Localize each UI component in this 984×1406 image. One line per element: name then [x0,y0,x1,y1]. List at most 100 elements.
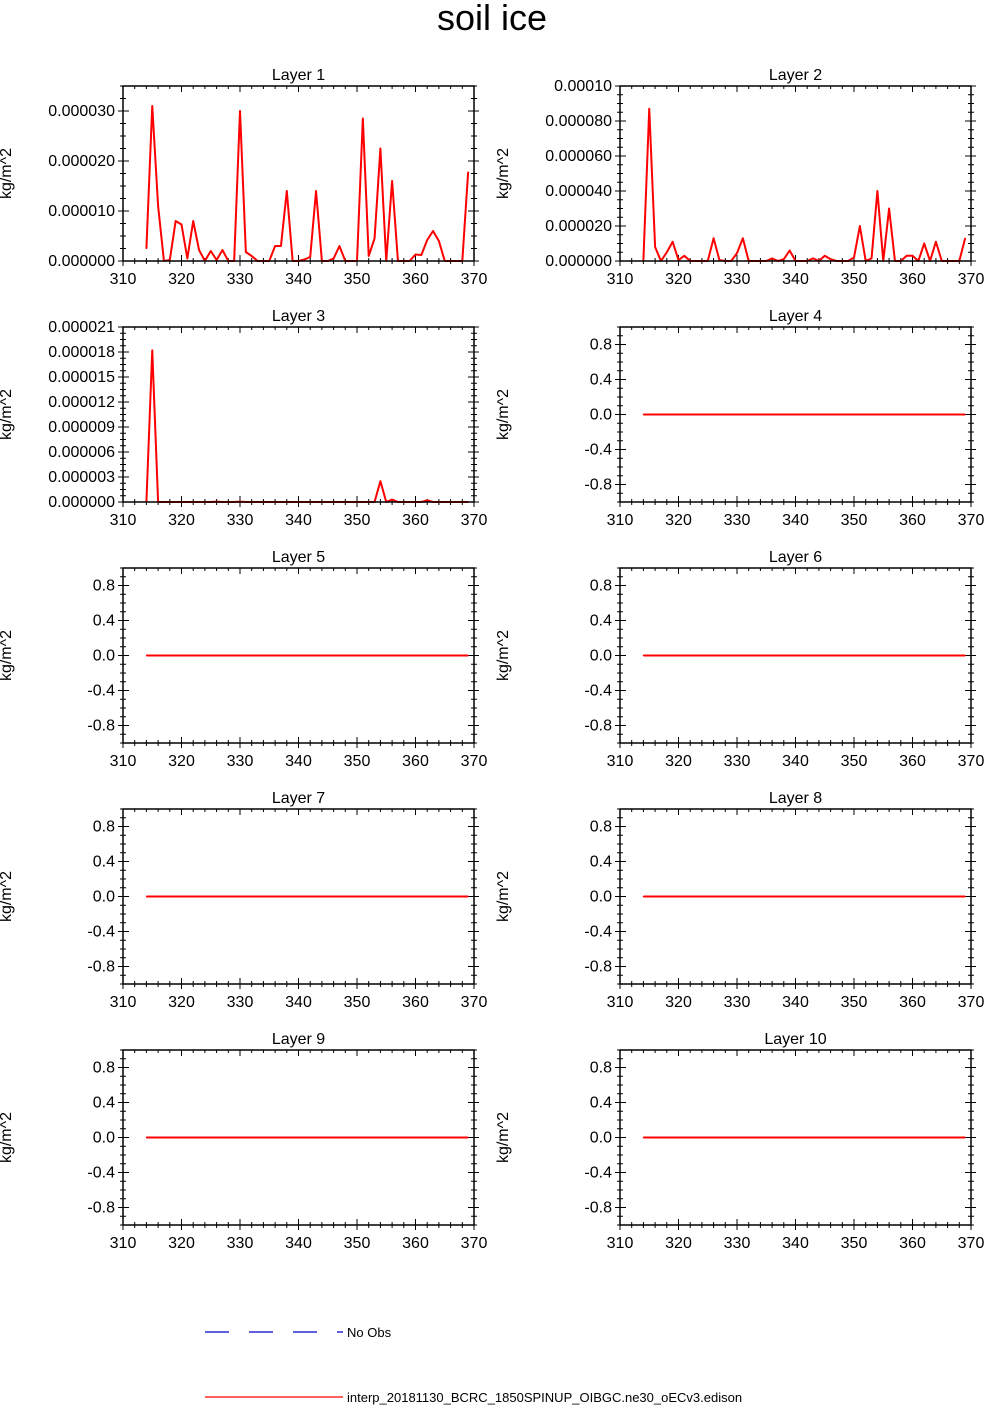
chart-panel-5: Layer 5 kg/m^2 310 320 330 340 350 360 370 -0.8 -0… [0,549,487,770]
y-axis-label: kg/m^2 [0,871,15,922]
y-tick-label: 0.8 [590,578,612,595]
data-point [251,255,253,257]
chart-title: Layer 4 [769,308,822,325]
data-point [642,413,645,416]
data-point [151,105,153,107]
chart-title: Layer 2 [769,67,822,84]
data-point [391,180,393,182]
data-point [876,190,879,192]
x-tick-label: 330 [227,994,254,1011]
chart-title: Layer 5 [272,549,325,566]
x-tick-label: 370 [461,512,488,529]
x-tick-label: 330 [724,753,751,770]
x-tick-label: 370 [461,994,488,1011]
data-point [145,654,147,657]
data-point [964,895,966,898]
data-point [286,190,288,192]
data-point [467,1136,469,1139]
x-tick-label: 320 [168,512,195,529]
x-tick-label: 320 [665,512,692,529]
plot-frame [122,567,475,744]
y-axis-label: kg/m^2 [495,389,512,440]
data-point [642,654,645,657]
chart-title: Layer 8 [769,790,822,807]
x-tick-label: 350 [841,271,868,288]
chart-panel-8: Layer 8 kg/m^2 310 320 330 340 350 360 370 -0.8 -0… [495,790,984,1011]
x-tick-label: 360 [402,753,429,770]
x-tick-label: 320 [168,271,195,288]
x-tick-label: 370 [958,512,984,529]
y-tick-label: 0.0 [590,889,612,906]
chart-title: Layer 3 [272,308,325,325]
data-point [198,249,200,251]
chart-panel-10: Layer 10 kg/m^2 310 320 330 340 350 360 370 -0.8 -… [495,1031,984,1252]
data-point [420,254,422,256]
y-tick-label: 0.000003 [48,469,115,486]
x-tick-label: 340 [782,753,809,770]
series-line-1 [145,105,470,262]
data-point [859,225,861,227]
x-tick-label: 350 [841,512,868,529]
x-tick-label: 330 [227,1235,254,1252]
chart-title: Layer 9 [272,1031,325,1048]
data-point [906,255,908,257]
y-tick-label: 0.4 [590,1095,612,1112]
x-tick-label: 310 [607,753,634,770]
y-tick-label: -0.8 [87,959,115,976]
y-axis-label: kg/m^2 [495,630,512,681]
x-tick-label: 360 [899,994,926,1011]
data-point [888,207,890,210]
y-axis-label: kg/m^2 [0,630,15,681]
x-tick-label: 320 [168,1235,195,1252]
data-point [303,258,305,261]
data-point [964,413,966,416]
data-point [467,171,469,173]
data-point [338,245,341,247]
x-tick-label: 310 [110,994,137,1011]
data-point [274,245,276,247]
y-tick-label: 0.8 [93,819,115,836]
x-tick-label: 350 [344,1235,371,1252]
data-point [672,241,674,243]
plot-frame [619,808,972,985]
x-tick-label: 370 [461,1235,488,1252]
data-point [853,256,855,259]
x-tick-label: 360 [899,1235,926,1252]
x-tick-label: 310 [110,512,137,529]
data-point [157,205,159,207]
x-tick-label: 350 [344,753,371,770]
y-tick-label: 0.8 [590,1060,612,1077]
data-point [742,237,744,239]
data-point [379,147,381,150]
data-point [683,255,685,257]
x-tick-label: 370 [461,753,488,770]
x-tick-label: 340 [782,271,809,288]
data-point [923,242,925,245]
plot-frame [619,1049,972,1226]
x-tick-label: 340 [285,994,312,1011]
x-tick-label: 340 [782,1235,809,1252]
x-tick-label: 330 [227,512,254,529]
data-point [145,1136,147,1139]
y-tick-label: 0.8 [93,578,115,595]
data-point [373,237,376,240]
data-point [467,654,469,657]
data-point [713,237,715,239]
y-tick-label: 0.0 [590,407,612,424]
y-axis-label: kg/m^2 [0,1112,15,1163]
y-tick-label: -0.4 [584,442,612,459]
data-point [964,654,966,657]
data-point [432,230,434,232]
data-point [426,499,428,501]
data-point [333,257,335,260]
data-point [315,190,317,192]
data-point [648,108,650,110]
data-point [426,239,428,241]
data-point [192,220,194,222]
y-tick-label: 0.000020 [48,153,115,170]
x-tick-label: 330 [724,271,751,288]
plot-frame [122,85,475,262]
x-tick-label: 310 [607,512,634,529]
y-tick-label: 0.000018 [48,344,115,361]
